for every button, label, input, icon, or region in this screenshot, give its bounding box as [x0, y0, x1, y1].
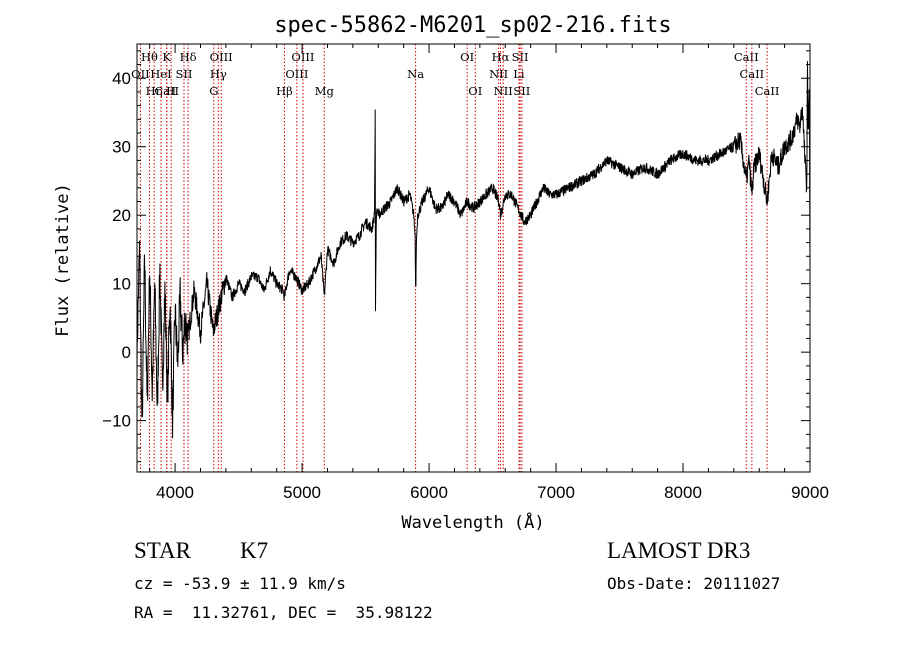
reference-line-label: SII: [512, 50, 529, 64]
reference-line-label: Hα: [492, 50, 510, 64]
chart-title: spec-55862-M6201_sp02-216.fits: [274, 13, 671, 38]
reference-lines: Hθ OII CaII Hη K HeI SII H Hδ OIII Hγ G Hβ OIII OIII Mg…: [131, 44, 779, 472]
reference-line-label: OIII: [285, 67, 308, 81]
x-tick-label: 8000: [664, 483, 702, 502]
plot-frame: [136, 43, 811, 473]
reference-line-label: CaII: [734, 50, 759, 64]
reference-line-label: HeI: [150, 67, 171, 81]
y-tick-label: −10: [102, 412, 131, 431]
reference-line-label: K: [162, 50, 171, 64]
reference-line-label: H: [166, 84, 176, 98]
reference-line-label: OIII: [210, 50, 233, 64]
reference-line-label: Hβ: [276, 84, 293, 98]
spectrum-series: [136, 61, 811, 439]
x-tick-label: 5000: [283, 483, 321, 502]
reference-line-label: Hθ: [141, 50, 158, 64]
axis-ticks: 4000 5000 6000 7000 8000 9000 −10 0 10 20 30 40: [102, 44, 829, 502]
x-tick-label: 7000: [537, 483, 575, 502]
coordinates-info: RA = 11.32761, DEC = 35.98122: [134, 603, 433, 622]
reference-line-label: G: [209, 84, 218, 98]
reference-line-label: Hδ: [180, 50, 197, 64]
survey-name: LAMOST DR3: [607, 538, 751, 563]
reference-line-label: OI: [460, 50, 474, 64]
spectrum-line: [136, 61, 811, 439]
y-tick-label: 0: [122, 343, 131, 362]
y-axis-label: Flux (relative): [53, 183, 73, 337]
x-axis-label: Wavelength (Å): [401, 511, 544, 533]
reference-line-label: Li: [513, 67, 525, 81]
reference-line-label: Hγ: [210, 67, 227, 81]
x-tick-label: 6000: [410, 483, 448, 502]
reference-line-label: OI: [468, 84, 482, 98]
y-tick-label: 10: [112, 275, 131, 294]
reference-line-label: SII: [175, 67, 192, 81]
observation-date: Obs-Date: 20111027: [607, 574, 781, 593]
reference-line-label: Mg: [315, 84, 335, 98]
reference-line-label: OIII: [291, 50, 314, 64]
x-tick-label: 4000: [156, 483, 194, 502]
reference-line-label: CaII: [739, 67, 764, 81]
reference-line-label: NII: [494, 84, 513, 98]
y-tick-label: 30: [112, 138, 131, 157]
reference-line-label: Na: [407, 67, 424, 81]
object-class: STAR: [134, 538, 191, 563]
reference-line-label: Hη: [146, 84, 163, 98]
reference-line-label: OII: [131, 67, 150, 81]
object-subclass: K7: [240, 538, 269, 563]
reference-line-label: CaII: [755, 84, 780, 98]
redshift-info: cz = -53.9 ± 11.9 km/s: [134, 574, 346, 593]
reference-line-label: NII: [489, 67, 508, 81]
y-tick-label: 20: [112, 206, 131, 225]
x-tick-label: 9000: [791, 483, 829, 502]
reference-line-label: SII: [513, 84, 530, 98]
y-tick-label: 40: [112, 69, 131, 88]
